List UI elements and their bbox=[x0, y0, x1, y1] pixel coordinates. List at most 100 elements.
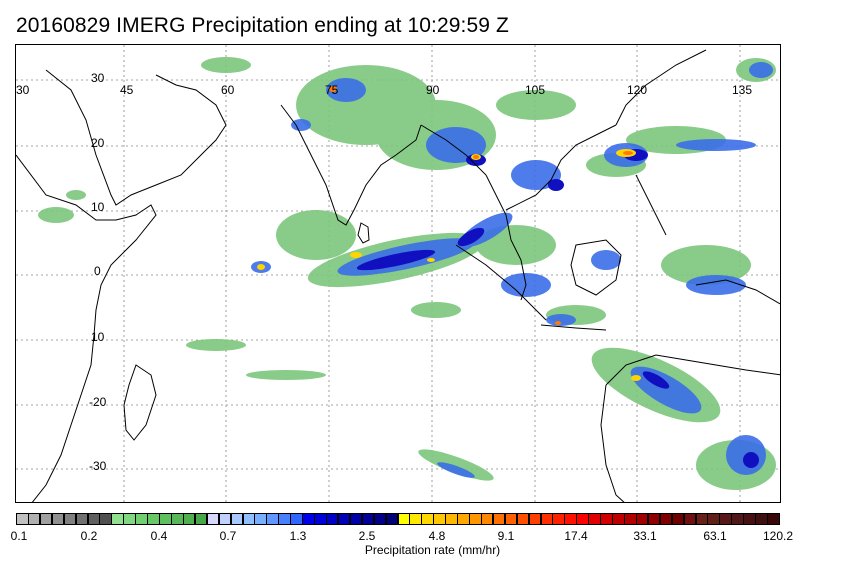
colorbar-cell bbox=[421, 513, 434, 525]
colorbar-cell bbox=[147, 513, 160, 525]
colorbar-cell bbox=[600, 513, 613, 525]
colorbar-cell bbox=[588, 513, 601, 525]
coastlines bbox=[16, 49, 780, 502]
colorbar-cell bbox=[349, 513, 363, 525]
colorbar-cell bbox=[659, 513, 673, 525]
colorbar-cell bbox=[540, 513, 554, 525]
colorbar-cell bbox=[99, 513, 112, 525]
lat-label-minus20: -20 bbox=[89, 395, 107, 409]
colorbar-cell bbox=[135, 513, 148, 525]
colorbar-cell bbox=[683, 513, 697, 525]
lat-label-20: 20 bbox=[91, 136, 105, 150]
lon-label-90: 90 bbox=[426, 83, 440, 97]
colorbar-cell bbox=[361, 513, 375, 525]
colorbar-tick: 2.5 bbox=[358, 529, 376, 543]
lat-label-10: 10 bbox=[91, 200, 105, 214]
colorbar-cell bbox=[39, 513, 53, 525]
colorbar-tick: 0.2 bbox=[80, 529, 98, 543]
lon-label-45: 45 bbox=[120, 83, 134, 97]
colorbar-label: Precipitation rate (mm/hr) bbox=[364, 543, 501, 557]
colorbar-cell bbox=[564, 513, 577, 525]
colorbar-cell bbox=[612, 513, 625, 525]
longitude-labels: 30 45 60 75 90 105 120 135 bbox=[16, 83, 752, 97]
colorbar-cell bbox=[707, 513, 720, 525]
precip-green-layer bbox=[38, 57, 776, 490]
colorbar-cell bbox=[480, 513, 494, 525]
colorbar-cell bbox=[433, 513, 446, 525]
colorbar-cell bbox=[75, 513, 89, 525]
colorbar-cell bbox=[27, 513, 41, 525]
map-title: 20160829 IMERG Precipitation ending at 1… bbox=[16, 14, 509, 37]
lat-label-minus10: 10 bbox=[91, 330, 105, 344]
colorbar-tick: 17.4 bbox=[564, 529, 588, 543]
colorbar-cell bbox=[337, 513, 351, 525]
colorbar-tick: 1.3 bbox=[289, 529, 307, 543]
lon-label-60: 60 bbox=[221, 83, 235, 97]
colorbar-cell bbox=[528, 513, 542, 525]
colorbar-cell bbox=[206, 513, 220, 525]
lon-label-75: 75 bbox=[325, 83, 339, 97]
colorbar-cell bbox=[516, 513, 530, 525]
colorbar-cell bbox=[63, 513, 77, 525]
latitude-labels: 30 20 10 0 10 -20 -30 bbox=[89, 71, 107, 473]
colorbar-cell bbox=[624, 513, 637, 525]
colorbar-cell bbox=[170, 513, 184, 525]
precipitation-map: 30 45 60 75 90 105 120 135 30 20 10 0 10… bbox=[15, 44, 781, 503]
colorbar-cell bbox=[492, 513, 506, 525]
colorbar-tick: 63.1 bbox=[703, 529, 727, 543]
lon-label-135: 135 bbox=[732, 83, 752, 97]
colorbar bbox=[16, 513, 780, 527]
colorbar-cell bbox=[397, 513, 411, 525]
colorbar-cell bbox=[87, 513, 101, 525]
colorbar-cell bbox=[182, 513, 196, 525]
colorbar-cell bbox=[123, 513, 136, 525]
colorbar-tick: 33.1 bbox=[633, 529, 657, 543]
lat-label-minus30: -30 bbox=[89, 459, 107, 473]
colorbar-cell bbox=[767, 513, 780, 525]
colorbar-cell bbox=[373, 513, 387, 525]
colorbar-cell bbox=[576, 513, 589, 525]
colorbar-cell bbox=[469, 513, 482, 525]
colorbar-cell bbox=[302, 513, 315, 525]
colorbar-cell bbox=[51, 513, 65, 525]
colorbar-cell bbox=[278, 513, 291, 525]
colorbar-cell bbox=[635, 513, 649, 525]
colorbar-cell bbox=[242, 513, 256, 525]
colorbar-cell bbox=[325, 513, 339, 525]
colorbar-cell bbox=[743, 513, 756, 525]
colorbar-tick: 0.7 bbox=[219, 529, 237, 543]
colorbar-cell bbox=[695, 513, 709, 525]
colorbar-cell bbox=[385, 513, 399, 525]
colorbar-cell bbox=[111, 513, 124, 525]
colorbar-cell bbox=[314, 513, 327, 525]
colorbar-cell bbox=[290, 513, 303, 525]
colorbar-cell bbox=[218, 513, 232, 525]
colorbar-cell bbox=[731, 513, 744, 525]
lat-label-0: 0 bbox=[94, 264, 101, 278]
colorbar-tick: 0.1 bbox=[10, 529, 28, 543]
colorbar-tick: 0.4 bbox=[150, 529, 168, 543]
colorbar-tick: 120.2 bbox=[762, 529, 794, 543]
colorbar-cell bbox=[671, 513, 685, 525]
colorbar-cell bbox=[647, 513, 661, 525]
colorbar-cell bbox=[159, 513, 172, 525]
colorbar-cell bbox=[445, 513, 458, 525]
colorbar-cell bbox=[266, 513, 279, 525]
precip-orange-layer bbox=[329, 86, 633, 325]
colorbar-cell bbox=[755, 513, 768, 525]
colorbar-cell bbox=[552, 513, 565, 525]
colorbar-tick: 9.1 bbox=[497, 529, 515, 543]
colorbar-cell bbox=[719, 513, 732, 525]
colorbar-cell bbox=[194, 513, 208, 525]
colorbar-cell bbox=[409, 513, 422, 525]
map-canvas: 30 45 60 75 90 105 120 135 30 20 10 0 10… bbox=[16, 45, 780, 502]
colorbar-cell bbox=[16, 513, 29, 525]
lon-label-30: 30 bbox=[16, 83, 30, 97]
colorbar-tick: 4.8 bbox=[428, 529, 446, 543]
lat-label-30: 30 bbox=[91, 71, 105, 85]
colorbar-cell bbox=[457, 513, 470, 525]
colorbar-cell bbox=[254, 513, 267, 525]
colorbar-cell bbox=[504, 513, 518, 525]
colorbar-cell bbox=[230, 513, 244, 525]
precip-dark-blue-layer bbox=[356, 149, 759, 468]
